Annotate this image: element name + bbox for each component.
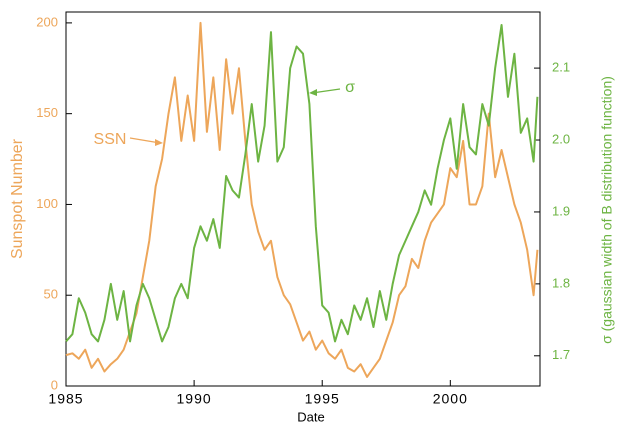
x-axis-label: Date [297,409,324,424]
annotation: σ [345,79,355,96]
y2-axis-label: σ (gaussian width of B distribution func… [599,76,615,344]
y2-tick-label: 1.8 [552,275,570,290]
y-tick-label: 150 [36,105,58,120]
y2-tick-label: 2.1 [552,60,570,75]
y2-tick-label: 1.7 [552,347,570,362]
x-tick-label: 1995 [305,391,340,407]
x-tick-label: 2000 [433,391,468,407]
y2-tick-label: 1.9 [552,203,570,218]
annotation: SSN [94,131,127,148]
annotation-arrowhead [155,139,163,146]
y-tick-label: 50 [44,287,58,302]
y-axis-label: Sunspot Number [9,138,26,259]
x-tick-label: 1990 [177,391,212,407]
y-tick-label: 100 [36,196,58,211]
y2-tick-label: 2.0 [552,131,570,146]
plot-frame [65,11,541,387]
annotation-arrowhead [309,89,317,96]
x-tick-label: 1985 [48,391,83,407]
y-tick-label: 0 [51,377,58,392]
y-tick-label: 200 [36,14,58,29]
series-line [65,21,539,378]
series-line [65,23,539,343]
